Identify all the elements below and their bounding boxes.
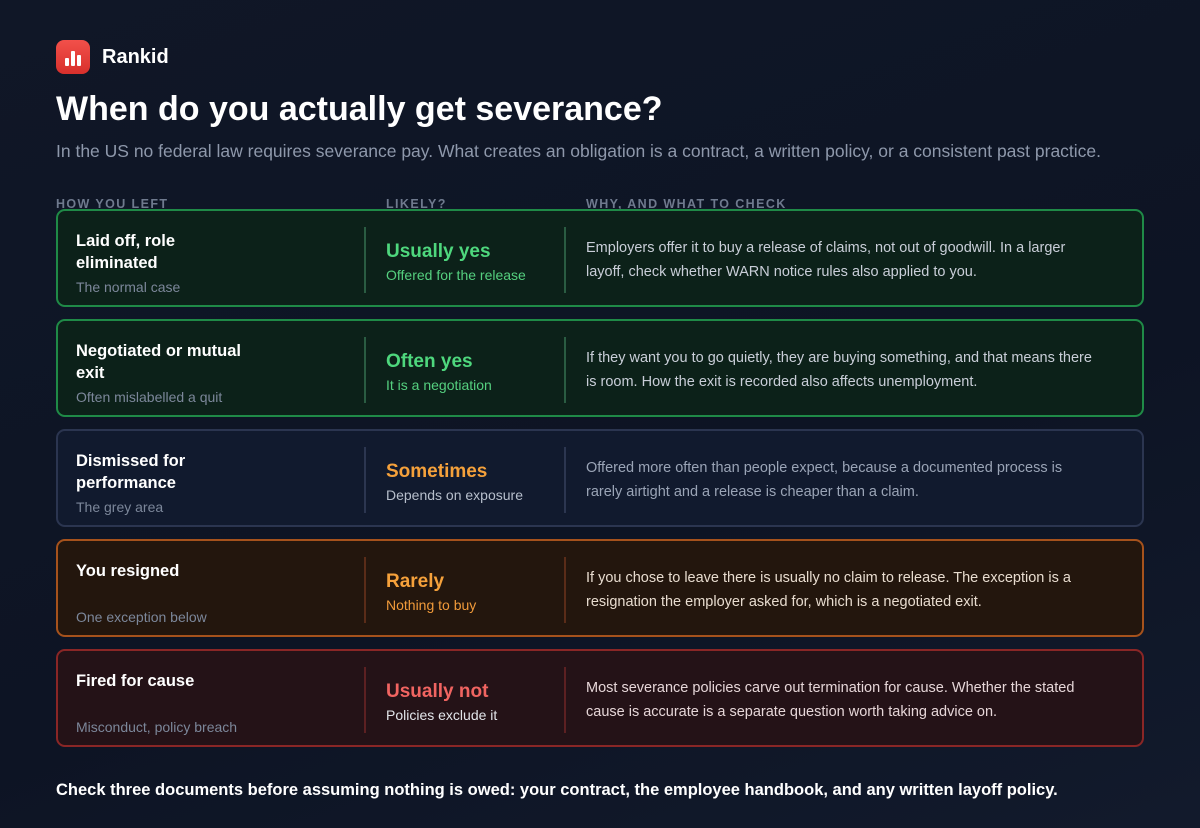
row-situation: You resigned (76, 562, 180, 580)
column-divider (564, 557, 566, 623)
row-note: The normal case (76, 279, 181, 295)
column-header-why: WHY, AND WHAT TO CHECK (586, 197, 787, 211)
bar-chart-icon (56, 40, 90, 74)
column-divider (364, 337, 366, 403)
row-verdict: Sometimes (386, 461, 488, 482)
row-situation: Fired for cause (76, 672, 195, 690)
row-verdict: Often yes (386, 351, 473, 372)
row-note: One exception below (76, 609, 207, 625)
row-verdict-sub: Offered for the release (386, 267, 526, 283)
brand-name: Rankid (102, 45, 169, 68)
row-situation: Negotiated or mutual exit (76, 342, 242, 382)
page-title: When do you actually get severance? (56, 90, 663, 128)
row-verdict-sub: Depends on exposure (386, 487, 523, 503)
table-row-laid-off: Laid off, role eliminated The normal cas… (56, 209, 1144, 307)
row-verdict: Rarely (386, 571, 445, 592)
row-situation: Laid off, role eliminated (76, 232, 175, 272)
row-note: Misconduct, policy breach (76, 719, 238, 735)
row-verdict-sub: Policies exclude it (386, 707, 498, 723)
row-note: Often mislabelled a quit (76, 389, 223, 405)
row-verdict-sub: Nothing to buy (386, 597, 477, 613)
column-divider (364, 447, 366, 513)
row-note: The grey area (76, 499, 164, 515)
column-header-likely: LIKELY? (386, 197, 447, 211)
table-row-fired-for-cause: Fired for cause Misconduct, policy breac… (56, 649, 1144, 747)
table-row-dismissed-performance: Dismissed for performance The grey area … (56, 429, 1144, 527)
row-verdict: Usually yes (386, 241, 491, 262)
column-header-how-you-left: HOW YOU LEFT (56, 197, 169, 211)
footer-note: Check three documents before assuming no… (56, 781, 1058, 799)
column-divider (564, 447, 566, 513)
row-verdict: Usually not (386, 681, 489, 702)
table-row-resigned: You resigned One exception below Rarely … (56, 539, 1144, 637)
row-explanation: Offered more often than people expect, b… (586, 460, 1063, 500)
column-divider (364, 667, 366, 733)
page-subtitle: In the US no federal law requires severa… (56, 141, 1102, 161)
row-explanation: Employers offer it to buy a release of c… (586, 240, 1066, 280)
column-divider (364, 227, 366, 293)
column-divider (364, 557, 366, 623)
table-row-negotiated-exit: Negotiated or mutual exit Often mislabel… (56, 319, 1144, 417)
row-explanation: If they want you to go quietly, they are… (586, 350, 1092, 390)
row-explanation: If you chose to leave there is usually n… (586, 570, 1071, 610)
row-explanation: Most severance policies carve out termin… (586, 680, 1075, 720)
row-verdict-sub: It is a negotiation (386, 377, 492, 393)
column-divider (564, 667, 566, 733)
brand: Rankid (56, 40, 169, 74)
row-situation: Dismissed for performance (76, 452, 186, 492)
column-divider (564, 227, 566, 293)
column-divider (564, 337, 566, 403)
